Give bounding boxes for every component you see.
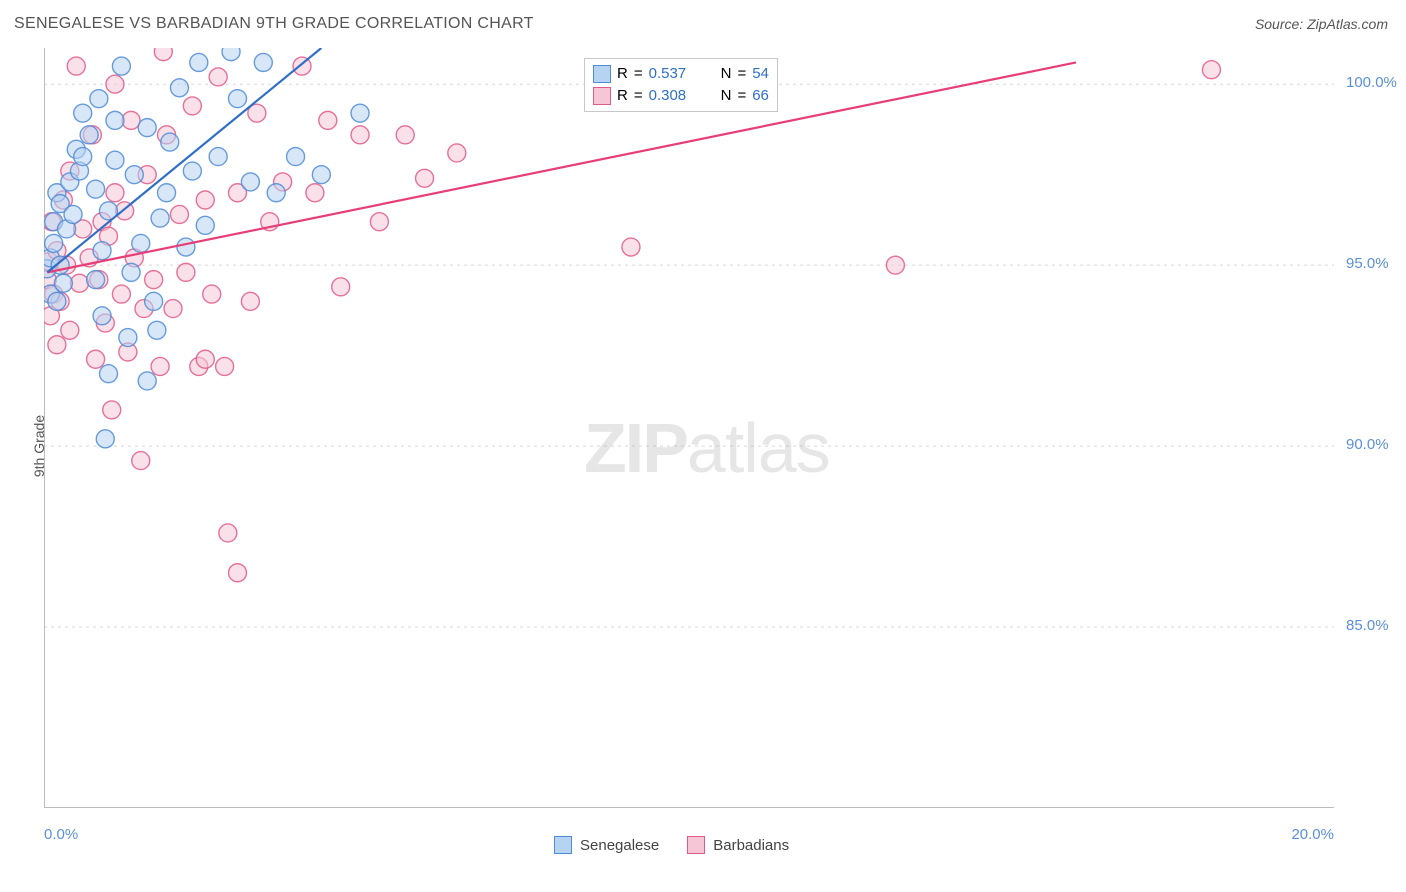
value-N-barbadians: 66 <box>752 85 769 107</box>
swatch-barbadians <box>593 87 611 105</box>
bottom-legend: Senegalese Barbadians <box>554 836 789 854</box>
y-tick-label: 85.0% <box>1346 617 1389 634</box>
legend-item-barbadians: Barbadians <box>687 836 789 854</box>
y-tick-label: 90.0% <box>1346 436 1389 453</box>
label-eq: = <box>737 63 746 85</box>
correlation-stats-box: R = 0.537 N = 54 R = 0.308 N = 66 <box>584 58 778 112</box>
plot-area: ZIPatlas R = 0.537 N = 54 R = 0.308 N = … <box>44 48 1334 808</box>
x-tick-label: 20.0% <box>1291 826 1334 843</box>
legend-label-senegalese: Senegalese <box>580 837 659 854</box>
label-N: N <box>721 85 732 107</box>
label-eq: = <box>634 85 643 107</box>
swatch-senegalese <box>554 836 572 854</box>
swatch-barbadians <box>687 836 705 854</box>
value-N-senegalese: 54 <box>752 63 769 85</box>
scatter-plot-svg <box>44 48 1334 808</box>
label-eq: = <box>634 63 643 85</box>
value-R-barbadians: 0.308 <box>649 85 701 107</box>
x-tick-label: 0.0% <box>44 826 78 843</box>
swatch-senegalese <box>593 65 611 83</box>
chart-header: SENEGALESE VS BARBADIAN 9TH GRADE CORREL… <box>0 0 1406 48</box>
y-tick-label: 95.0% <box>1346 255 1389 272</box>
legend-label-barbadians: Barbadians <box>713 837 789 854</box>
label-R: R <box>617 85 628 107</box>
label-N: N <box>721 63 732 85</box>
label-R: R <box>617 63 628 85</box>
value-R-senegalese: 0.537 <box>649 63 701 85</box>
chart-title: SENEGALESE VS BARBADIAN 9TH GRADE CORREL… <box>14 15 534 33</box>
legend-item-senegalese: Senegalese <box>554 836 659 854</box>
chart-source: Source: ZipAtlas.com <box>1255 16 1388 32</box>
label-eq: = <box>737 85 746 107</box>
stats-row-barbadians: R = 0.308 N = 66 <box>593 85 769 107</box>
stats-row-senegalese: R = 0.537 N = 54 <box>593 63 769 85</box>
y-tick-label: 100.0% <box>1346 74 1397 91</box>
